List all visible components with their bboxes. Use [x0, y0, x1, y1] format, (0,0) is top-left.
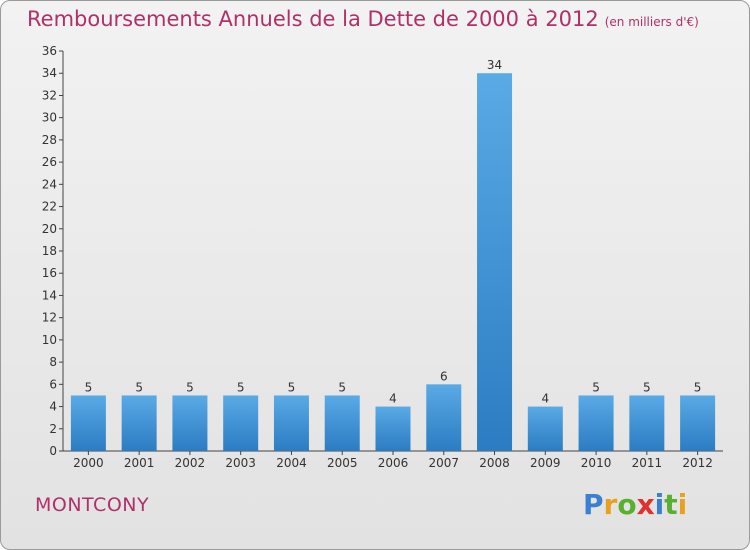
data-label: 34: [487, 58, 502, 72]
logo-letter: r: [603, 488, 618, 521]
logo-letter: P: [583, 488, 604, 521]
y-tick-label: 30: [42, 111, 57, 125]
bar: [477, 73, 513, 451]
bar: [172, 395, 208, 451]
data-label: 5: [135, 380, 143, 394]
unit-label: (en milliers d'€): [604, 15, 699, 29]
y-tick-label: 22: [42, 200, 57, 214]
bar: [680, 395, 716, 451]
y-tick-label: 2: [49, 422, 57, 436]
data-label: 4: [389, 392, 397, 406]
data-label: 5: [237, 380, 245, 394]
data-label: 5: [85, 380, 93, 394]
y-tick-label: 36: [42, 44, 57, 58]
data-label: 5: [186, 380, 194, 394]
x-tick-label: 2008: [479, 456, 510, 470]
x-tick-label: 2011: [632, 456, 663, 470]
y-tick-label: 14: [42, 288, 57, 302]
bar: [273, 395, 309, 451]
x-tick-label: 2000: [73, 456, 104, 470]
y-tick-label: 12: [42, 311, 57, 325]
x-tick-label: 2005: [327, 456, 358, 470]
y-tick-label: 26: [42, 155, 57, 169]
data-label: 4: [541, 392, 549, 406]
bar: [426, 384, 462, 451]
data-label: 5: [592, 380, 600, 394]
data-label: 5: [288, 380, 296, 394]
bar: [324, 395, 360, 451]
x-tick-label: 2002: [175, 456, 206, 470]
y-tick-label: 8: [49, 355, 57, 369]
y-tick-label: 18: [42, 244, 57, 258]
y-tick-label: 24: [42, 177, 57, 191]
town-name: MONTCONY: [35, 494, 150, 516]
chart-title: Remboursements Annuels de la Dette de 20…: [27, 7, 699, 31]
y-tick-label: 34: [42, 66, 57, 80]
bar: [70, 395, 106, 451]
x-tick-label: 2001: [124, 456, 155, 470]
x-tick-label: 2003: [225, 456, 256, 470]
bar: [629, 395, 665, 451]
y-tick-label: 0: [49, 444, 57, 458]
x-tick-label: 2007: [428, 456, 459, 470]
y-tick-label: 20: [42, 222, 57, 236]
data-label: 5: [694, 380, 702, 394]
bar: [121, 395, 157, 451]
y-tick-label: 10: [42, 333, 57, 347]
y-tick-label: 4: [49, 400, 57, 414]
title-text: Remboursements Annuels de la Dette de 20…: [27, 7, 599, 31]
x-tick-label: 2004: [276, 456, 307, 470]
x-tick-label: 2010: [581, 456, 612, 470]
logo-letter: i: [654, 488, 665, 521]
data-label: 6: [440, 369, 448, 383]
x-tick-label: 2012: [682, 456, 713, 470]
logo-letter: x: [636, 488, 655, 521]
logo-letter: i: [677, 488, 688, 521]
x-tick-label: 2009: [530, 456, 561, 470]
data-label: 5: [643, 380, 651, 394]
logo-letter: t: [664, 488, 678, 521]
bar: [527, 406, 563, 451]
y-tick-label: 16: [42, 266, 57, 280]
y-tick-label: 32: [42, 88, 57, 102]
bar: [223, 395, 259, 451]
bar: [578, 395, 614, 451]
y-tick-label: 28: [42, 133, 57, 147]
logo-letter: o: [617, 488, 637, 521]
x-tick-label: 2006: [378, 456, 409, 470]
y-tick-label: 6: [49, 377, 57, 391]
bar: [375, 406, 411, 451]
proxiti-logo: Proxiti: [583, 488, 687, 521]
data-label: 5: [338, 380, 346, 394]
